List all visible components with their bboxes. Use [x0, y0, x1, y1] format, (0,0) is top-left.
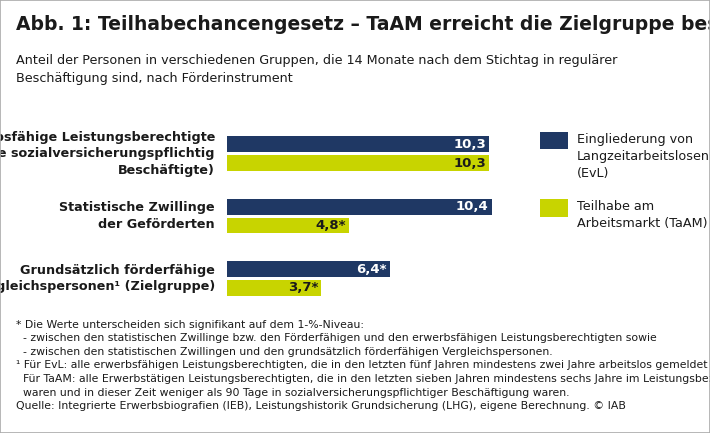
Text: Statistische Zwillinge
der Geförderten: Statistische Zwillinge der Geförderten	[60, 201, 215, 231]
Text: Teilhabe am
Arbeitsmarkt (TaAM): Teilhabe am Arbeitsmarkt (TaAM)	[577, 200, 707, 230]
Text: 6,4*: 6,4*	[356, 262, 387, 275]
Text: 10,4: 10,4	[456, 200, 488, 213]
Text: 10,3: 10,3	[454, 138, 486, 151]
Text: Eingliederung von
Langzeitarbeitslosen
(EvL): Eingliederung von Langzeitarbeitslosen (…	[577, 133, 709, 180]
Text: * Die Werte unterscheiden sich signifikant auf dem 1-%-Niveau:
  - zwischen den : * Die Werte unterscheiden sich signifika…	[16, 320, 710, 411]
Text: 10,3: 10,3	[454, 157, 486, 170]
Text: 4,8*: 4,8*	[316, 219, 346, 232]
Bar	[227, 280, 322, 296]
Bar	[227, 136, 489, 152]
Text: 3,7*: 3,7*	[288, 281, 318, 294]
Text: Grundsätzlich förderfähige
Vergleichspersonen¹ (Zielgruppe): Grundsätzlich förderfähige Vergleichsper…	[0, 264, 215, 293]
Bar	[227, 199, 492, 215]
Bar	[227, 217, 349, 233]
Text: Erwerbsfähige Leistungsberechtigte
(ohne sozialversicherungspflichtig
Beschäftig: Erwerbsfähige Leistungsberechtigte (ohne…	[0, 131, 215, 177]
Bar	[227, 261, 390, 277]
Text: Anteil der Personen in verschiedenen Gruppen, die 14 Monate nach dem Stichtag in: Anteil der Personen in verschiedenen Gru…	[16, 54, 617, 85]
Bar	[227, 155, 489, 171]
Text: Abb. 1: Teilhabechancengesetz – TaAM erreicht die Zielgruppe besser als EvL: Abb. 1: Teilhabechancengesetz – TaAM err…	[16, 15, 710, 34]
